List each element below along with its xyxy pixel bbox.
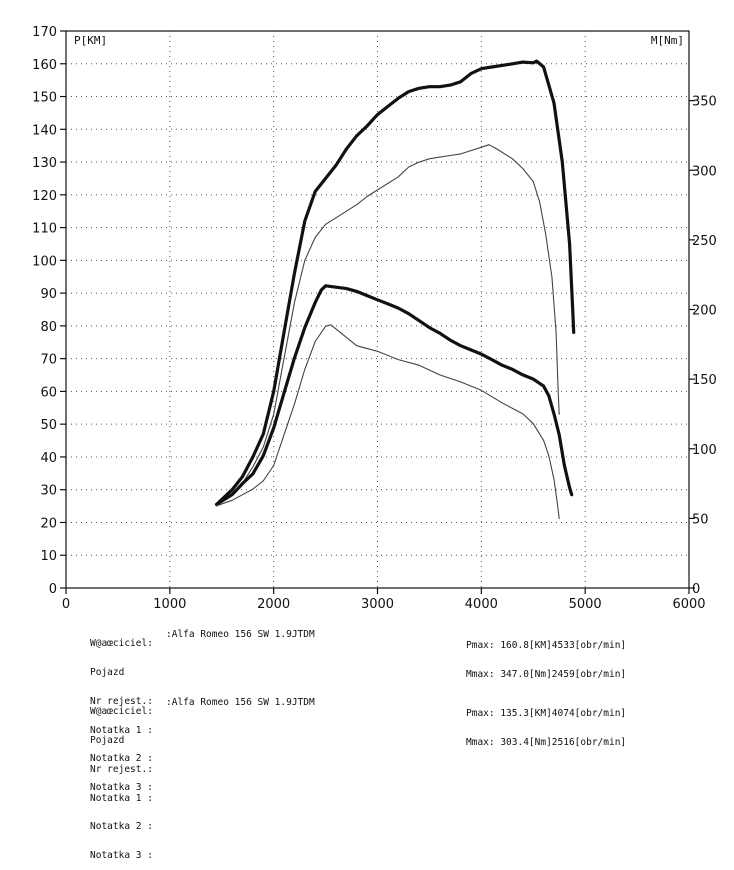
note-1-label: Notatka 1 : [90,724,153,736]
power-thin-line [216,144,560,507]
y-left-tick-label: 30 [40,484,57,499]
y-right-tick-label: 300 [692,164,717,179]
y-right-tick-label: 50 [692,512,709,527]
y-right-tick-label: 0 [692,582,700,597]
y-left-tick-label: 70 [40,353,57,368]
power-bold-line [215,59,576,506]
x-tick-label: 3000 [361,597,394,610]
y-right-tick-label: 250 [692,234,717,249]
x-tick-label: 0 [62,597,70,610]
y-left-tick-label: 60 [40,385,57,400]
y-right-axis-label: M[Nm] [651,34,684,47]
y-left-tick-label: 80 [40,320,57,335]
y-left-tick-label: 110 [32,222,57,237]
x-tick-label: 4000 [465,597,498,610]
owner-label: W@aœciciel: [90,638,153,650]
y-left-tick-label: 140 [32,123,57,138]
y-left-tick-label: 20 [40,516,57,531]
x-tick-label: 2000 [257,597,290,610]
dyno-chart: 0 1000 2000 3000 4000 5000 6000010203040506070… [32,25,717,610]
x-tick-label: 1000 [153,597,186,610]
owner-label: W@aœciciel: [90,706,153,718]
y-left-tick-label: 100 [32,254,57,269]
y-right-tick-label: 200 [692,304,717,319]
info-block-2-labels: W@aœciciel: Pojazd Nr rejest.: Notatka 1… [90,688,153,870]
y-left-tick-label: 10 [40,549,57,564]
y-left-tick-label: 90 [40,287,57,302]
mmax-value: Mmax: 347.0[Nm]2459[obr/min] [466,668,627,680]
vehicle-value-2: :Alfa Romeo 156 SW 1.9JTDM [166,696,315,708]
y-right-tick-label: 350 [692,95,717,110]
note-3-label: Notatka 3 : [90,850,153,862]
vehicle-label: Pojazd [90,734,125,746]
y-left-tick-label: 40 [40,451,57,466]
y-left-axis-label: P[KM] [74,34,107,47]
pmax-value: Pmax: 160.8[KM]4533[obr/min] [466,640,627,652]
mmax-value: Mmax: 303.4[Nm]2516[obr/min] [466,736,627,748]
axis-ticks: 0 1000 2000 3000 4000 5000 6000010203040506070… [32,25,717,610]
x-tick-label: 5000 [569,597,602,610]
y-left-tick-label: 120 [32,189,57,204]
vehicle-value-1: :Alfa Romeo 156 SW 1.9JTDM [166,628,315,640]
registration-label: Nr rejest.: [90,763,153,775]
y-left-tick-label: 130 [32,156,57,171]
note-1-label: Notatka 1 : [90,792,153,804]
y-left-tick-label: 50 [40,418,57,433]
y-left-tick-label: 0 [49,582,57,597]
info-block-2-max: Pmax: 135.3[KM]4074[obr/min] Mmax: 303.4… [466,690,626,757]
torque-thin-line [216,324,560,519]
info-block-1-max: Pmax: 160.8[KM]4533[obr/min] Mmax: 347.0… [466,622,626,689]
y-left-tick-label: 160 [32,58,57,73]
registration-label: Nr rejest.: [90,695,153,707]
vehicle-label: Pojazd [90,666,125,678]
plot-area [65,30,690,589]
y-right-tick-label: 100 [692,443,717,458]
y-left-tick-label: 170 [32,25,57,40]
note-2-label: Notatka 2 : [90,821,153,833]
torque-bold-line [215,284,574,506]
note-2-label: Notatka 2 : [90,753,153,765]
series-lines [215,59,576,519]
pmax-value: Pmax: 135.3[KM]4074[obr/min] [466,708,627,720]
x-tick-label: 6000 [672,597,705,610]
y-left-tick-label: 150 [32,91,57,106]
y-right-tick-label: 150 [692,373,717,388]
